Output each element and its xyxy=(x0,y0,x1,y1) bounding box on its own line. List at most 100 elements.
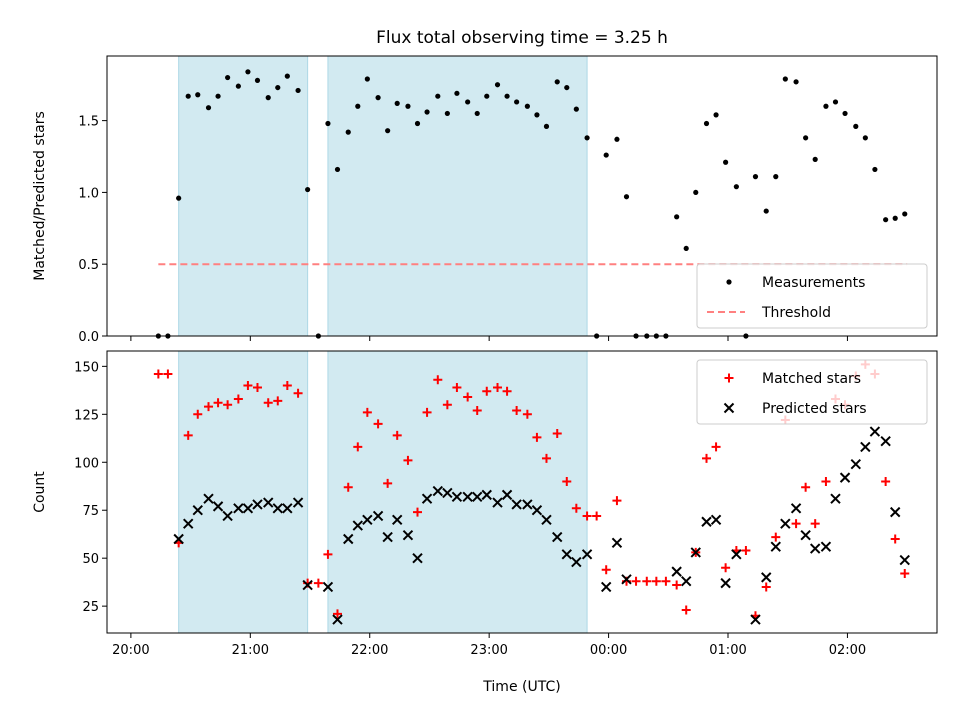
predicted-stars-point xyxy=(222,510,233,522)
predicted-stars-point xyxy=(850,458,861,470)
x-tick-label: 20:00 xyxy=(112,643,149,658)
predicted-stars-point xyxy=(343,533,354,545)
predicted-stars-point xyxy=(600,581,612,593)
measurements-point xyxy=(215,93,221,99)
matched-stars-point xyxy=(741,546,751,556)
predicted-stars-point xyxy=(839,472,851,483)
measurements-point xyxy=(564,84,570,91)
predicted-stars-point xyxy=(780,518,791,529)
predicted-stars-point xyxy=(382,531,393,543)
y-tick-label: 150 xyxy=(74,360,99,375)
measurements-point xyxy=(325,120,331,127)
matched-stars-point xyxy=(582,511,592,521)
measurements-point xyxy=(892,215,898,221)
predicted-stars-point xyxy=(183,518,194,529)
ratio-legend: Measurements Threshold xyxy=(696,263,928,329)
x-tick-label: 23:00 xyxy=(470,643,507,658)
predicted-stars-point xyxy=(571,556,582,568)
y-tick-label: 125 xyxy=(74,408,99,423)
measurements-point xyxy=(812,156,818,162)
ratio-y-axis-label: Matched/Predicted stars xyxy=(32,111,48,281)
measurements-point xyxy=(394,100,400,106)
predicted-stars-point xyxy=(282,503,293,514)
measurements-point xyxy=(534,112,540,118)
measurements-point xyxy=(514,99,520,105)
predicted-stars-point xyxy=(522,499,533,510)
measurements-point xyxy=(176,195,182,201)
measurements-point xyxy=(474,110,480,117)
measurements-point xyxy=(723,159,729,165)
legend-label: Threshold xyxy=(761,305,831,321)
measurements-point xyxy=(793,79,799,85)
predicted-stars-point xyxy=(561,549,572,560)
predicted-stars-point xyxy=(731,549,742,560)
measurements-point xyxy=(693,189,699,196)
predicted-stars-point xyxy=(372,510,384,522)
y-tick-label: 100 xyxy=(74,456,99,471)
matched-stars-point xyxy=(493,382,503,392)
matched-stars-point xyxy=(252,382,262,392)
matched-stars-point xyxy=(383,478,393,488)
legend-box xyxy=(696,263,928,329)
matched-stars-point xyxy=(562,476,572,486)
predicted-stars-point xyxy=(889,506,901,518)
measurements-point xyxy=(275,84,281,91)
measurements-point xyxy=(465,99,471,105)
measurements-point xyxy=(504,93,510,99)
matched-stars-point xyxy=(233,394,243,404)
observing-window-band xyxy=(178,55,309,337)
matched-stars-point xyxy=(472,405,482,415)
ratio-points xyxy=(155,69,908,339)
measurements-point xyxy=(195,92,201,98)
y-tick-label: 1.5 xyxy=(78,115,99,130)
legend-label: Matched stars xyxy=(762,371,861,387)
matched-stars-point xyxy=(362,407,372,417)
measurements-point xyxy=(603,152,609,158)
y-tick-label: 0.5 xyxy=(78,258,99,273)
matched-stars-point xyxy=(353,442,363,452)
matched-stars-point xyxy=(313,578,323,588)
measurements-point xyxy=(205,105,212,111)
matched-stars-point xyxy=(153,369,163,379)
legend-marker xyxy=(723,402,735,414)
matched-stars-point xyxy=(183,430,193,440)
predicted-stars-point xyxy=(212,501,224,512)
predicted-stars-point xyxy=(899,554,910,566)
matched-stars-point xyxy=(601,565,611,575)
predicted-stars-point xyxy=(511,499,522,510)
matched-stars-point xyxy=(532,432,542,442)
legend-marker xyxy=(726,279,732,285)
matched-stars-point xyxy=(552,428,562,438)
x-axis-label: Time (UTC) xyxy=(482,679,560,695)
predicted-stars-point xyxy=(869,426,881,437)
measurements-point xyxy=(703,120,710,127)
matched-stars-point xyxy=(243,381,253,391)
predicted-stars-point xyxy=(710,514,722,526)
predicted-stars-point xyxy=(451,491,463,503)
measurements-point xyxy=(375,95,381,101)
measurements-point xyxy=(385,128,391,134)
predicted-stars-point xyxy=(233,503,244,514)
matched-stars-point xyxy=(821,476,831,486)
predicted-stars-point xyxy=(621,574,632,585)
x-tick-label: 00:00 xyxy=(590,643,627,658)
predicted-stars-point xyxy=(541,514,552,526)
measurements-point xyxy=(773,174,779,180)
count-y-ticks: 25 50 75 100 125 150 xyxy=(74,360,107,615)
legend-marker xyxy=(724,373,734,383)
x-tick-label: 02:00 xyxy=(829,643,866,658)
matched-stars-point xyxy=(482,386,492,396)
matched-stars-point xyxy=(651,576,661,586)
measurements-point xyxy=(225,74,231,81)
matched-stars-point xyxy=(522,409,532,419)
predicted-stars-point xyxy=(332,614,343,625)
predicted-stars-point xyxy=(462,491,473,503)
matched-stars-point xyxy=(801,482,811,492)
predicted-stars-point xyxy=(263,497,274,508)
predicted-stars-point xyxy=(242,503,254,514)
measurements-point xyxy=(185,93,191,99)
matched-stars-point xyxy=(343,482,353,492)
measurements-point xyxy=(782,76,788,82)
measurements-point xyxy=(554,79,560,85)
